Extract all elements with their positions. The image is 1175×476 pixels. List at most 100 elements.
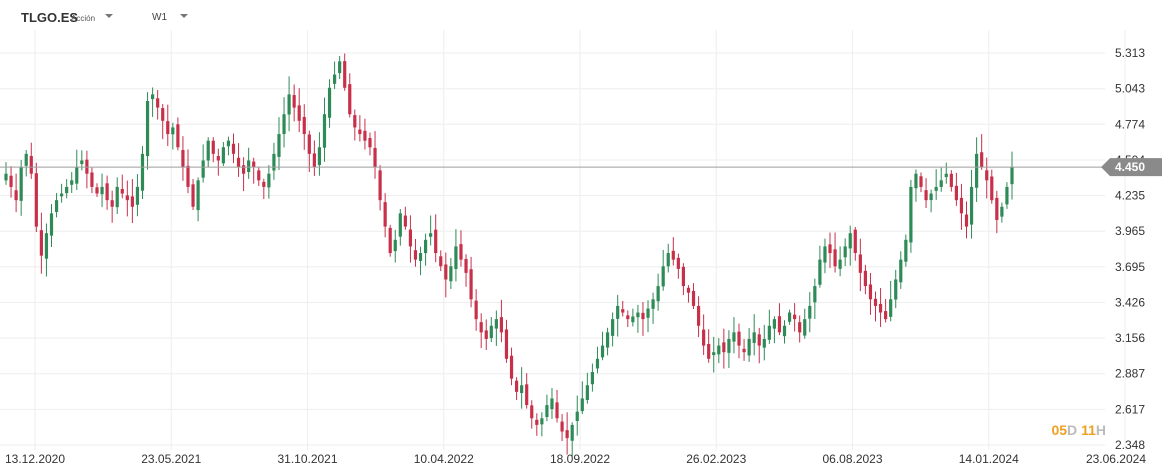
candle-body bbox=[575, 411, 579, 421]
x-tick-label: 23.05.2021 bbox=[141, 452, 201, 466]
candle-body bbox=[889, 299, 893, 317]
candle-body bbox=[686, 287, 691, 293]
candle-body bbox=[777, 316, 782, 333]
candle-body bbox=[636, 312, 640, 318]
y-tick-label: 2.617 bbox=[1115, 402, 1145, 416]
interval-selector[interactable]: W1 bbox=[152, 12, 167, 23]
candle-body bbox=[75, 167, 79, 184]
candle-body bbox=[1000, 206, 1004, 217]
candle-body bbox=[793, 314, 797, 320]
candle-body bbox=[130, 196, 134, 207]
countdown-days: 05 bbox=[1051, 422, 1068, 438]
candle-body bbox=[828, 244, 832, 254]
current-price-marker: 4.450 bbox=[0, 158, 1162, 177]
candle-body bbox=[257, 170, 261, 181]
candle-body bbox=[600, 345, 605, 358]
candle-body bbox=[343, 61, 347, 88]
symbol-dropdown-icon[interactable] bbox=[105, 14, 113, 18]
y-tick-label: 2.348 bbox=[1115, 438, 1145, 452]
candle-body bbox=[90, 172, 94, 187]
candle-body bbox=[767, 325, 771, 340]
candle-body bbox=[358, 129, 362, 135]
candle-body bbox=[247, 160, 251, 172]
candle-body bbox=[307, 134, 311, 154]
chart-toolbar: TLGO.ES Acción W1 bbox=[0, 0, 1175, 30]
interval-dropdown-icon[interactable] bbox=[180, 14, 188, 18]
y-tick-label: 3.695 bbox=[1115, 260, 1145, 274]
candle-body bbox=[151, 94, 155, 100]
candle-body bbox=[484, 330, 488, 339]
candle-body bbox=[135, 186, 140, 205]
candle-series bbox=[4, 53, 1014, 457]
symbol-label[interactable]: TLGO.ES bbox=[21, 10, 79, 25]
candle-body bbox=[383, 202, 387, 227]
candle-body bbox=[580, 398, 584, 412]
candle-body bbox=[464, 258, 468, 273]
candle-body bbox=[727, 338, 731, 353]
candle-body bbox=[798, 322, 802, 333]
candle-body bbox=[565, 430, 569, 439]
candle-body bbox=[803, 319, 807, 336]
candle-body bbox=[514, 380, 519, 392]
candle-body bbox=[49, 213, 54, 236]
candle-body bbox=[838, 259, 842, 269]
candle-body bbox=[140, 153, 145, 191]
candle-body bbox=[585, 385, 589, 400]
candle-body bbox=[646, 308, 650, 318]
candle-body bbox=[100, 186, 104, 195]
candle-body bbox=[4, 173, 8, 181]
candle-body bbox=[985, 170, 989, 181]
candle-body bbox=[873, 298, 878, 306]
candle-body bbox=[226, 140, 231, 147]
current-price-badge bbox=[1101, 158, 1162, 177]
bar-countdown: 05D 11H bbox=[1051, 422, 1106, 438]
candle-body bbox=[969, 186, 974, 225]
candle-body bbox=[762, 338, 766, 348]
candle-body bbox=[535, 419, 539, 425]
candle-body bbox=[125, 195, 129, 201]
candle-body bbox=[297, 105, 301, 121]
candle-body bbox=[616, 305, 620, 319]
candle-body bbox=[944, 173, 948, 178]
candle-body bbox=[868, 284, 873, 300]
candle-body bbox=[666, 253, 670, 267]
candle-body bbox=[782, 325, 787, 337]
candle-body bbox=[732, 332, 736, 342]
candle-body bbox=[752, 332, 756, 343]
candle-body bbox=[338, 61, 342, 74]
candle-body bbox=[29, 155, 33, 174]
candle-body bbox=[176, 124, 180, 148]
candle-body bbox=[904, 239, 908, 262]
x-tick-label: 31.10.2021 bbox=[277, 452, 337, 466]
candle-body bbox=[934, 186, 938, 191]
candle-body bbox=[504, 329, 509, 359]
candle-body bbox=[494, 319, 498, 329]
candle-body bbox=[267, 173, 271, 188]
candle-body bbox=[949, 173, 953, 187]
time-axis: 13.12.2020 23.05.2021 31.10.2021 10.04.2022… bbox=[5, 452, 1146, 466]
candle-body bbox=[595, 358, 600, 369]
candle-body bbox=[39, 230, 43, 256]
candle-body bbox=[681, 266, 686, 287]
security-type-label: Acción bbox=[71, 14, 96, 23]
candle-body bbox=[964, 214, 969, 227]
y-tick-label: 5.043 bbox=[1115, 82, 1145, 96]
candle-body bbox=[995, 197, 999, 220]
candle-body bbox=[525, 384, 529, 406]
y-tick-label: 5.313 bbox=[1115, 46, 1145, 60]
candle-body bbox=[156, 98, 160, 108]
candle-body bbox=[186, 165, 190, 187]
candle-body bbox=[413, 250, 418, 260]
candle-body bbox=[95, 187, 99, 194]
candle-body bbox=[115, 186, 119, 208]
candle-body bbox=[444, 264, 448, 280]
candle-body bbox=[105, 183, 109, 201]
countdown-days-unit: D bbox=[1067, 422, 1078, 438]
candle-body bbox=[211, 140, 215, 154]
candle-body bbox=[201, 160, 205, 178]
candle-body bbox=[858, 254, 862, 273]
candle-body bbox=[823, 246, 827, 263]
chart-grid bbox=[0, 30, 1126, 450]
candle-body bbox=[110, 200, 114, 207]
